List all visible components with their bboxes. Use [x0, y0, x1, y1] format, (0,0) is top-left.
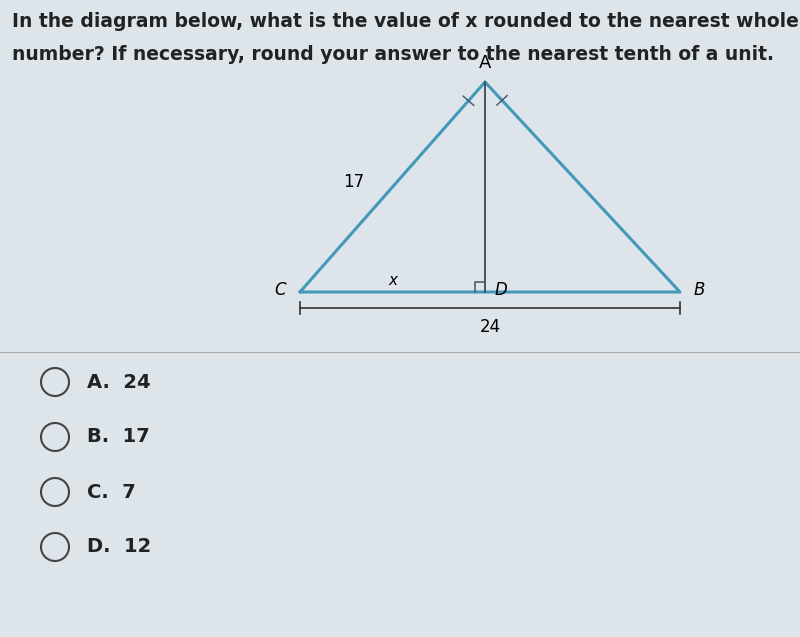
Text: C.  7: C. 7: [87, 482, 136, 501]
Circle shape: [41, 533, 69, 561]
Text: x: x: [388, 273, 397, 288]
Circle shape: [41, 423, 69, 451]
Text: B.  17: B. 17: [87, 427, 150, 447]
Text: B: B: [694, 281, 706, 299]
Text: A: A: [479, 54, 491, 72]
Text: D: D: [495, 281, 508, 299]
Text: In the diagram below, what is the value of x rounded to the nearest whole: In the diagram below, what is the value …: [12, 12, 799, 31]
Text: 24: 24: [479, 318, 501, 336]
Text: number? If necessary, round your answer to the nearest tenth of a unit.: number? If necessary, round your answer …: [12, 45, 774, 64]
Circle shape: [41, 478, 69, 506]
Text: 17: 17: [343, 173, 365, 191]
Circle shape: [41, 368, 69, 396]
Text: D.  12: D. 12: [87, 538, 151, 557]
Text: A.  24: A. 24: [87, 373, 150, 392]
Text: C: C: [274, 281, 286, 299]
